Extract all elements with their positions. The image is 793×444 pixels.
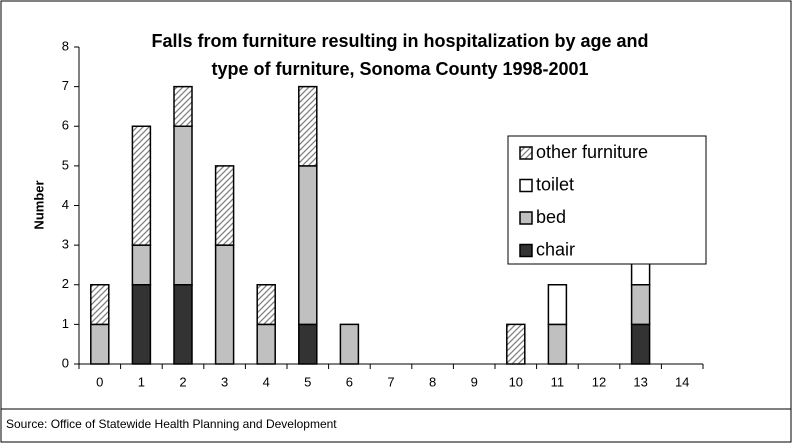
bar-segment xyxy=(131,125,152,246)
bar-segment xyxy=(90,284,110,326)
y-tick-label: 8 xyxy=(62,38,69,53)
legend-swatch xyxy=(519,243,533,258)
x-tick-label: 2 xyxy=(179,374,186,389)
chart-title: Falls from furniture resulting in hospit… xyxy=(151,31,648,51)
x-tick-label: 6 xyxy=(346,374,353,389)
bar-segment xyxy=(298,165,318,326)
legend-label: other furniture xyxy=(536,142,648,162)
legend-label: chair xyxy=(536,239,575,259)
x-tick-label: 8 xyxy=(429,374,436,389)
x-tick-label: 0 xyxy=(96,374,103,389)
x-tick-label: 9 xyxy=(471,374,478,389)
y-tick-label: 6 xyxy=(62,118,69,133)
bar-segment xyxy=(90,323,110,365)
legend-swatch xyxy=(519,211,533,225)
bar-segment xyxy=(547,323,568,365)
x-tick-label: 11 xyxy=(551,374,565,389)
x-tick-label: 1 xyxy=(138,374,145,389)
bar-segment xyxy=(298,85,318,167)
y-tick-label: 4 xyxy=(62,197,69,212)
legend-swatch xyxy=(519,178,533,193)
source: Source: Office of Statewide Health Plann… xyxy=(6,417,337,431)
legend-box xyxy=(507,135,707,265)
y-tick-label: 7 xyxy=(62,78,69,93)
legend-label: bed xyxy=(536,207,566,227)
bar-segment xyxy=(173,125,193,286)
bar-segment xyxy=(630,284,651,326)
bar-segment xyxy=(214,165,235,246)
y-axis-label: Number xyxy=(31,180,46,229)
bar-segment xyxy=(256,323,276,365)
x-tick-label: 7 xyxy=(387,374,394,389)
y-tick-label: 5 xyxy=(62,157,69,172)
bar-segment xyxy=(339,323,360,365)
bar-segment xyxy=(298,323,318,365)
bar-segment xyxy=(256,284,276,326)
x-tick-label: 14 xyxy=(675,374,689,389)
x-tick-label: 13 xyxy=(633,374,647,389)
y-tick-label: 0 xyxy=(62,355,69,370)
x-tick-label: 3 xyxy=(221,374,228,389)
x-tick-label: 5 xyxy=(304,374,311,389)
bar-segment xyxy=(630,323,651,365)
x-tick-label: 10 xyxy=(509,374,523,389)
y-tick-label: 3 xyxy=(62,237,69,252)
bar-segment xyxy=(506,323,526,365)
bar-segment xyxy=(214,244,235,365)
legend-label: toilet xyxy=(536,174,574,194)
bar-segment xyxy=(131,244,152,286)
bar-segment xyxy=(131,284,152,365)
legend-swatch xyxy=(519,146,533,160)
bar-segment xyxy=(173,284,193,365)
x-tick-label: 12 xyxy=(592,374,606,389)
chart-title: type of furniture, Sonoma County 1998-20… xyxy=(211,59,588,79)
y-tick-label: 2 xyxy=(62,276,69,291)
bar-segment xyxy=(547,284,568,326)
x-tick-label: 4 xyxy=(263,374,270,389)
y-tick-label: 1 xyxy=(62,316,69,331)
bar-segment xyxy=(173,85,193,127)
